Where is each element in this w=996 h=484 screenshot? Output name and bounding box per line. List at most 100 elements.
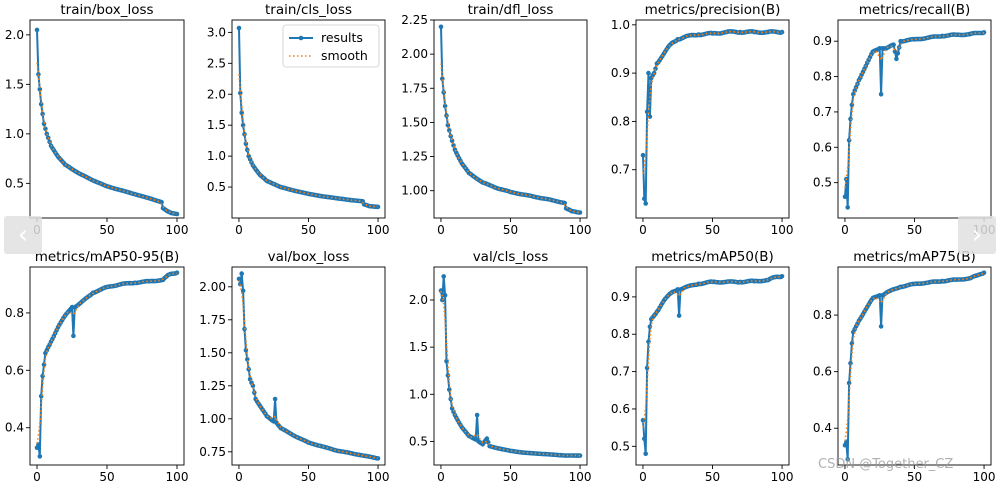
y-tick-label: 0.8 [611,114,630,128]
smooth-line [238,74,379,208]
watermark-text: CSDN @Together_CZ [818,457,954,472]
y-tick-label: 0.8 [611,327,630,341]
results-point [676,313,682,318]
chart-panel: train/dfl_loss 0 50 100 1.00 1.25 1.50 1.75 2.00… [401,2,591,237]
results-point [238,281,243,287]
plot-frame [433,19,588,219]
results-point [174,211,180,217]
x-tick-label: 100 [771,223,794,237]
chart-panel: val/box_loss 0 50 100 0.75 1.00 1.25 1.50 1.75 2.… [199,249,389,484]
next-image-button[interactable]: › [958,216,996,254]
x-tick-label: 0 [235,223,243,237]
x-tick-label: 100 [771,470,794,484]
chart-title: val/box_loss [268,249,350,265]
x-tick-label: 50 [301,470,316,484]
results-point [243,141,249,147]
results-point [895,50,901,56]
results-point [174,270,180,276]
results-point [438,288,444,293]
legend-smooth-label: smooth [321,48,368,63]
y-tick-label: 0.5 [5,176,24,190]
results-point [891,42,896,47]
y-tick-label: 0.6 [5,363,24,377]
results-point [36,442,41,448]
x-tick-label: 50 [99,470,114,484]
results-point [842,194,848,200]
y-tick-label: 1.5 [5,77,24,91]
x-tick-label: 100 [569,470,592,484]
chart-title: metrics/precision(B) [645,2,781,18]
y-tick-label: 1.0 [611,18,630,32]
results-point [36,72,41,77]
y-tick-label: 2.00 [199,280,226,294]
y-tick-label: 3.0 [207,25,226,39]
y-tick-label: 1.00 [199,412,226,426]
results-line [440,26,580,214]
plot-frame [231,266,386,466]
smooth-line [642,30,782,174]
results-point [845,457,850,462]
chart-title: train/box_loss [60,2,153,18]
results-point [484,436,490,441]
y-tick-label: 0.5 [207,180,226,194]
y-tick-label: 2.5 [207,56,226,70]
x-tick-label: 0 [437,470,445,484]
results-point [646,70,651,76]
results-line [238,273,379,460]
results-point [845,205,850,210]
results-point [647,324,653,330]
y-tick-label: 1.5 [409,340,428,354]
smooth-line [36,62,178,215]
legend-box [282,24,380,68]
y-tick-label: 0.5 [611,439,630,453]
chart-title: metrics/mAP75(B) [853,249,976,265]
x-tick-label: 100 [973,470,996,484]
smooth-line [642,275,783,428]
results-point [449,138,455,143]
x-tick-label: 0 [33,470,41,484]
results-point [642,436,647,442]
chart-title: metrics/mAP50-95(B) [35,249,180,265]
results-point [40,373,45,379]
plot-frame [29,266,185,466]
y-tick-label: 1.25 [199,379,226,393]
x-tick-label: 50 [705,470,720,484]
results-point [653,66,658,71]
x-tick-label: 0 [841,470,849,484]
x-tick-label: 0 [639,470,647,484]
y-tick-label: 1.5 [207,118,226,132]
x-tick-label: 100 [166,470,189,484]
y-tick-label: 1.75 [401,81,428,95]
y-tick-label: 0.7 [813,105,832,119]
results-point [894,56,899,62]
y-tick-label: 2.0 [207,87,226,101]
results-point [438,24,444,30]
chart-panel: metrics/mAP75(B) 0 50 100 0.4 0.6 0.8 [813,249,996,484]
y-tick-label: 2.25 [401,13,428,27]
smooth-line [440,63,581,214]
y-tick-label: 1.75 [199,313,226,327]
y-tick-label: 0.8 [5,306,24,320]
results-point [441,274,447,279]
y-tick-label: 1.0 [207,149,226,163]
smooth-line [844,272,985,442]
legend-results-marker [298,35,304,41]
results-point [375,204,381,210]
y-tick-label: 1.50 [401,115,428,129]
chart-panel: metrics/mAP50-95(B) 0 50 100 0.4 0.6 0.8 [5,249,189,484]
previous-image-button[interactable]: ‹ [4,216,42,254]
x-tick-label: 100 [367,223,390,237]
plot-frame [635,19,790,219]
chart-panel: metrics/mAP50(B) 0 50 100 0.5 0.6 0.7 0.8 0.9 [611,249,794,484]
results-point [878,92,884,97]
x-tick-label: 0 [841,223,849,237]
results-point [577,210,583,215]
results-point [779,274,785,279]
y-tick-label: 0.75 [199,445,226,459]
y-tick-label: 1.00 [401,184,428,198]
results-line [844,31,985,208]
results-line [36,271,178,457]
plot-frame [837,19,992,219]
results-point [236,25,242,31]
x-tick-label: 100 [367,470,390,484]
